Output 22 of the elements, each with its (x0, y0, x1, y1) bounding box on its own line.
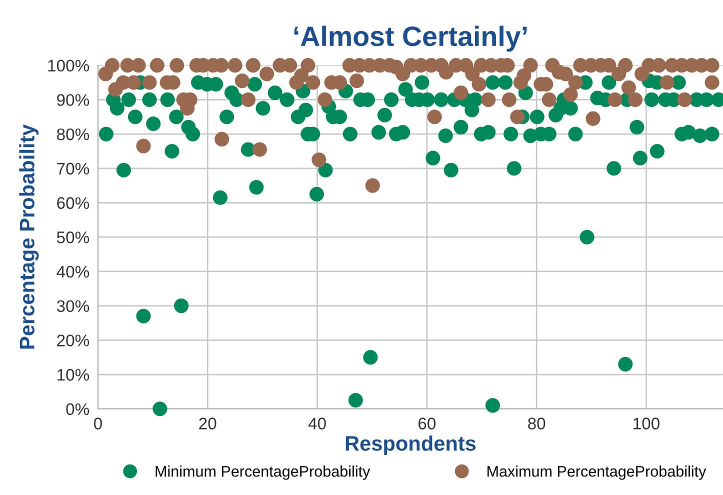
x-tick-label: 0 (94, 418, 102, 430)
x-tick-label: 20 (199, 418, 216, 430)
legend-label: Maximum PercentageProbability (488, 466, 706, 480)
y-tick-label: 10% (58, 368, 90, 381)
x-tick-label: 100 (634, 418, 660, 430)
y-tick-label: 90% (57, 94, 90, 106)
legend-label: Minimum PercentageProbability (156, 466, 370, 480)
y-tick-label: 70% (57, 162, 90, 175)
y-axis-title: Percentage Probability (19, 124, 39, 349)
y-tick-label: 50% (56, 232, 90, 244)
y-tick-label: 20% (57, 334, 90, 346)
y-tick-label: 60% (57, 197, 90, 209)
y-tick-label: 80% (57, 128, 90, 140)
y-tick-label: 0% (66, 403, 90, 416)
y-tick-label: 100% (48, 60, 90, 72)
y-tick-label: 30% (56, 300, 90, 312)
chart-title: ‘Almost Certainly’ (294, 26, 527, 52)
x-tick-label: 40 (308, 418, 326, 430)
x-tick-label: 80 (528, 418, 546, 430)
x-axis-title: Respondents (346, 436, 476, 455)
y-tick-label: 40% (56, 266, 90, 278)
x-tick-label: 60 (418, 418, 436, 430)
